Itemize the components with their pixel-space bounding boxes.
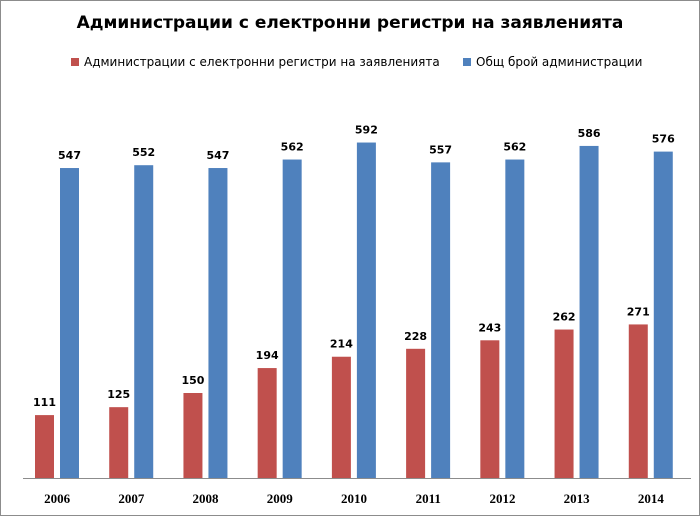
data-label-total-administrations-2006: 547 [58,149,81,162]
bar-total-administrations-2011 [431,162,451,478]
chart-legend: Администрации с електронни регистри на з… [1,55,699,73]
legend-label-total-administrations: Общ брой администрации [476,55,643,69]
x-tick-label-2008: 2008 [193,491,220,506]
bar-total-administrations-2006 [60,168,79,479]
x-tick-label-2012: 2012 [489,491,515,506]
legend-swatch-blue [463,58,471,66]
data-label-electronic-registers-2008: 150 [181,374,204,387]
x-tick-label-2013: 2013 [564,491,591,506]
bar-electronic-registers-2012 [480,340,500,478]
bar-total-administrations-2008 [208,168,228,479]
bar-total-administrations-2014 [653,151,673,478]
bar-electronic-registers-2014 [628,324,648,478]
x-tick-label-2011: 2011 [416,491,441,506]
data-label-electronic-registers-2012: 243 [478,321,501,334]
bar-total-administrations-2009 [282,159,302,479]
legend-item-total-administrations: Общ брой администрации [463,55,642,69]
data-label-electronic-registers-2011: 228 [404,330,427,343]
data-label-total-administrations-2010: 592 [355,124,378,137]
data-label-total-administrations-2009: 562 [281,141,304,154]
bar-electronic-registers-2010 [331,356,351,478]
bar-electronic-registers-2006 [35,415,54,478]
bar-electronic-registers-2009 [257,368,277,478]
data-label-electronic-registers-2007: 125 [107,388,130,401]
legend-label-electronic-registers: Администрации с електронни регистри на з… [84,55,440,69]
data-label-electronic-registers-2010: 214 [330,338,353,351]
x-tick-label-2014: 2014 [638,491,665,506]
bar-total-administrations-2007 [134,165,154,478]
x-tick-label-2009: 2009 [267,491,294,506]
legend-item-electronic-registers: Администрации с електронни регистри на з… [71,55,440,69]
bar-total-administrations-2012 [505,159,525,479]
x-tick-label-2010: 2010 [341,491,367,506]
x-tick-label-2007: 2007 [118,491,145,506]
bar-total-administrations-2010 [356,142,376,479]
data-label-electronic-registers-2006: 111 [33,396,56,409]
data-label-total-administrations-2014: 576 [652,133,675,146]
legend-swatch-red [71,58,79,66]
x-tick-label-2006: 2006 [44,491,71,506]
data-label-electronic-registers-2014: 271 [627,305,650,318]
data-label-total-administrations-2013: 586 [578,127,601,140]
data-label-total-administrations-2007: 552 [132,146,155,159]
data-label-total-administrations-2011: 557 [429,143,452,156]
data-label-total-administrations-2012: 562 [503,141,526,154]
data-label-electronic-registers-2013: 262 [553,311,576,324]
bar-electronic-registers-2011 [406,348,426,478]
data-label-electronic-registers-2009: 194 [256,349,279,362]
bar-electronic-registers-2008 [183,393,203,478]
data-label-total-administrations-2008: 547 [206,149,229,162]
bar-total-administrations-2013 [579,145,599,478]
bar-electronic-registers-2007 [109,407,129,478]
bar-electronic-registers-2013 [554,329,574,478]
chart-title: Администрации с електронни регистри на з… [76,13,624,33]
